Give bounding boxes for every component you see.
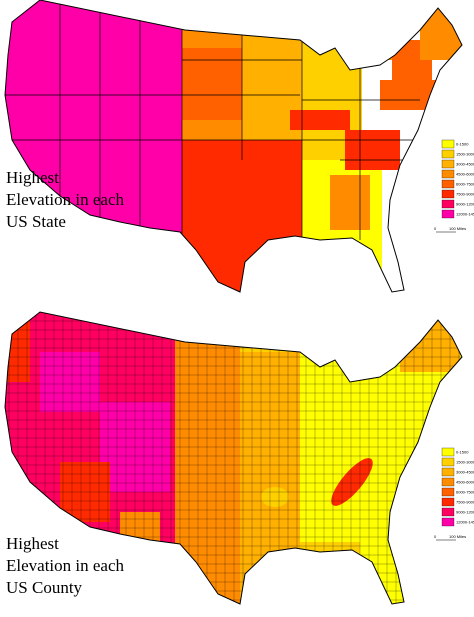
legend-swatch	[441, 477, 455, 487]
legend-swatch	[441, 457, 455, 467]
region	[420, 0, 462, 60]
legend-label: 6000-7500	[456, 490, 474, 495]
scale-label: 100 Miles	[449, 226, 466, 231]
legend-swatch	[441, 199, 455, 209]
region	[345, 130, 400, 170]
region	[330, 175, 370, 230]
legend-label: 0-1500	[456, 450, 469, 455]
scale-label: 0	[434, 534, 437, 539]
legend-swatch	[441, 467, 455, 477]
legend-swatch	[441, 169, 455, 179]
legend-swatch	[441, 507, 455, 517]
legend-swatch	[441, 487, 455, 497]
region	[182, 140, 302, 292]
legend-label: 7500-9000	[456, 500, 474, 505]
legend-label: 9000-12000	[456, 202, 474, 207]
map-title: Highest	[6, 168, 59, 187]
map-title: Elevation in each	[6, 190, 125, 209]
region	[5, 312, 30, 382]
region	[40, 352, 100, 412]
legend-label: 0-1500	[456, 142, 469, 147]
scale-label: 100 Miles	[449, 534, 466, 539]
legend-label: 7500-9000	[456, 192, 474, 197]
map-panel: Highest Elevation in each US County 0-1500 1…	[4, 311, 474, 605]
region	[182, 120, 242, 140]
legend-swatch	[441, 189, 455, 199]
legend-label: 3000-4500	[456, 162, 474, 167]
region	[290, 110, 350, 130]
region	[300, 542, 360, 604]
legend-label: 1500-3000	[456, 152, 474, 157]
map-title: US State	[6, 212, 66, 231]
scale-label: 0	[434, 226, 437, 231]
region	[300, 312, 350, 342]
map-title: Highest	[6, 534, 59, 553]
outline	[4, 0, 463, 293]
legend-label: 1500-3000	[456, 460, 474, 465]
legend-swatch	[441, 139, 455, 149]
region	[400, 312, 460, 372]
ozarks	[261, 487, 289, 507]
legend-label: 4500-6000	[456, 172, 474, 177]
legend-swatch	[441, 447, 455, 457]
legend-label: 9000-12000	[456, 510, 474, 515]
region	[362, 0, 392, 60]
legend-swatch	[441, 159, 455, 169]
legend-label: 12000-14500	[456, 212, 474, 217]
legend-label: 12000-14500	[456, 520, 474, 525]
legend-label: 4500-6000	[456, 480, 474, 485]
region	[240, 312, 300, 352]
appalachia	[331, 458, 373, 506]
legend-label: 6000-7500	[456, 182, 474, 187]
legend-swatch	[441, 149, 455, 159]
map-title: US County	[6, 578, 83, 597]
legend-swatch	[441, 209, 455, 219]
map-panel: Highest Elevation in each US State 0-1500 15…	[4, 0, 474, 293]
legend-swatch	[441, 179, 455, 189]
legend-swatch	[441, 497, 455, 507]
legend-swatch	[441, 517, 455, 527]
legend-label: 3000-4500	[456, 470, 474, 475]
outline	[4, 311, 463, 605]
map-title: Elevation in each	[6, 556, 125, 575]
region	[380, 80, 440, 110]
land	[5, 0, 462, 292]
